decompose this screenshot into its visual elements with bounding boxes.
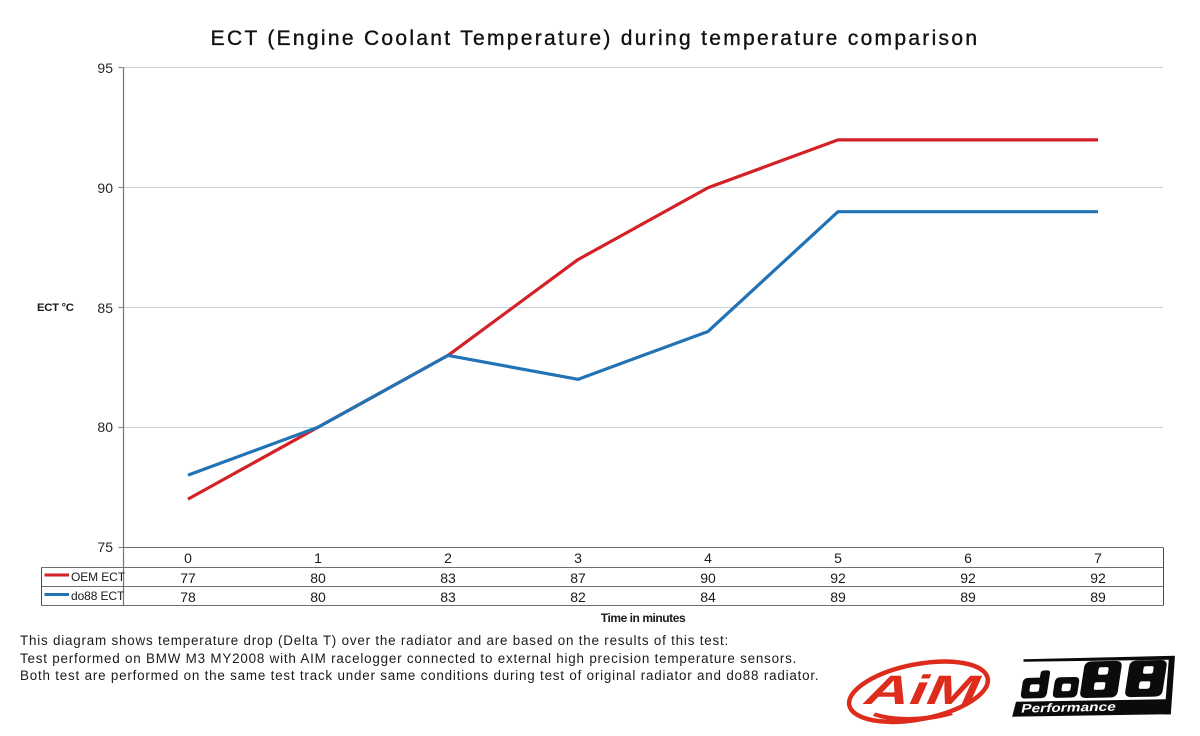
svg-text:Performance: Performance [1020, 699, 1118, 715]
svg-text:AiM: AiM [857, 667, 990, 713]
